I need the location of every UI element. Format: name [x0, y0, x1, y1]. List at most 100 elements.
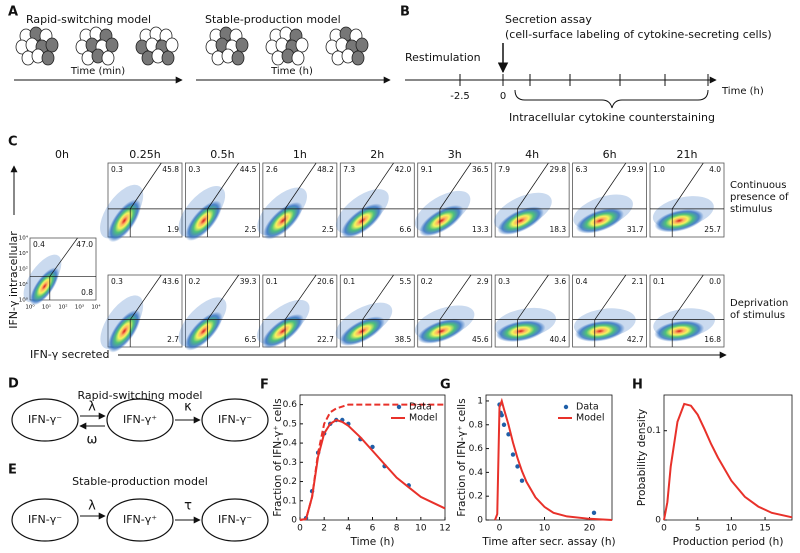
gate: [284, 274, 317, 320]
model-curve: [494, 397, 613, 521]
plot-frame: [663, 394, 793, 521]
panel-label: F: [260, 378, 269, 393]
y-tick-label: 0.5: [283, 419, 297, 429]
x-tick-label: 0: [297, 524, 303, 534]
legend-label: Data: [409, 402, 432, 413]
state-node: [106, 498, 174, 542]
quadrant-value: 48.2: [317, 165, 334, 174]
density-cloud: [654, 320, 705, 342]
rate-label: κ: [184, 400, 192, 415]
quadrant-value: 0.3: [111, 165, 123, 174]
cell: [295, 37, 309, 53]
gate: [207, 274, 239, 320]
density-cloud: [107, 199, 142, 243]
data-point: [591, 510, 597, 516]
quadrant-value: 45.6: [472, 335, 489, 344]
y-axis-label: Fraction of IFN-γ⁺ cells: [456, 398, 468, 516]
quadrant-value: 0.1: [266, 277, 278, 286]
panel-label: D: [8, 377, 19, 392]
quadrant-value: 42.0: [395, 165, 412, 174]
assay-title: Secretion assay: [505, 13, 592, 26]
quadrant-value: 7.9: [498, 165, 510, 174]
quadrant-value: 45.8: [162, 165, 179, 174]
cell: [45, 37, 59, 53]
model-title: Rapid-switching model: [77, 389, 202, 402]
axis-tick-label: 10¹: [42, 304, 51, 311]
legend-marker: [563, 404, 569, 410]
state-label: IFN-γ⁻: [218, 413, 252, 426]
rate-label: λ: [88, 499, 96, 514]
density-cloud: [261, 314, 304, 349]
quadrant-value: 0.2: [188, 277, 200, 286]
density-cloud: [339, 316, 385, 346]
y-tick-label: 0: [477, 516, 483, 526]
quadrant-value: 3.6: [554, 277, 566, 286]
x-axis-label: Time after secr. assay (h): [481, 536, 615, 548]
quadrant-value: 0.3: [111, 277, 123, 286]
assay-note: (cell-surface labeling of cytokine-secre…: [505, 28, 772, 41]
plot-frame: [485, 394, 613, 521]
rate-label: λ: [88, 400, 96, 415]
axis-label: Time (min): [70, 66, 125, 77]
quadrant-value: 0.4: [576, 277, 588, 286]
y-tick-label: 0.1: [283, 496, 297, 506]
state-label: IFN-γ⁻: [28, 413, 62, 426]
data-point: [519, 478, 525, 483]
panel-label: A: [8, 5, 18, 20]
time-tick-label: -2.5: [450, 91, 470, 102]
y-axis-label: Probability density: [636, 409, 648, 506]
x-axis-label: Time (h): [350, 536, 395, 548]
axis-tick-label: 10¹: [19, 281, 28, 288]
y-tick-label: 0: [655, 516, 661, 526]
x-axis-label: Production period (h): [673, 536, 784, 548]
flow-plot: [262, 274, 338, 348]
density-cloud: [495, 320, 546, 343]
density-cloud: [419, 205, 464, 237]
axis-tick-label: 10⁰: [25, 304, 35, 311]
x-tick-label: 12: [439, 524, 450, 534]
cell: [235, 37, 249, 53]
cell: [291, 50, 305, 66]
quadrant-value: 6.3: [576, 165, 588, 174]
cell: [101, 50, 115, 66]
y-tick-label: 0.4: [469, 468, 484, 478]
cell: [231, 50, 245, 66]
quadrant-value: 6.5: [244, 335, 256, 344]
axis-tick-label: 10²: [19, 266, 28, 273]
cell: [165, 37, 179, 53]
gate: [671, 274, 704, 320]
model-title: Rapid-switching model: [26, 13, 151, 26]
y-tick-label: 0.2: [283, 477, 297, 487]
quadrant-value: 39.3: [240, 277, 257, 286]
gate: [594, 162, 627, 210]
state-node: [201, 498, 269, 542]
bracket-label: Intracellular cytokine counterstaining: [509, 111, 715, 124]
bracket: [514, 89, 709, 109]
x-tick-label: 8: [394, 524, 400, 534]
quadrant-value: 5.5: [399, 277, 411, 286]
x-tick-label: 10: [415, 524, 427, 534]
y-tick-label: 0.8: [469, 420, 484, 430]
y-tick-label: 0.6: [283, 400, 298, 410]
quadrant-value: 2.6: [266, 165, 278, 174]
quadrant-value: 20.6: [317, 277, 334, 286]
data-point: [499, 413, 504, 418]
panel-label: E: [8, 463, 17, 478]
model-curve: [299, 403, 445, 521]
time-tick-label: 0: [500, 91, 506, 102]
quadrant-value: 31.7: [627, 225, 644, 234]
data-point: [510, 452, 516, 457]
y-tick-label: 0.4: [283, 439, 298, 449]
cell: [161, 50, 175, 66]
gate: [362, 162, 394, 210]
cell: [355, 37, 369, 53]
quadrant-value: 47.0: [76, 240, 93, 249]
rate-label: ω: [87, 433, 98, 448]
data-point: [515, 464, 520, 469]
x-tick-label: 4: [345, 524, 351, 534]
gate: [671, 162, 704, 210]
time-label: 21h: [677, 148, 698, 161]
x-tick-label: 20: [584, 524, 596, 534]
axis-label: Time (h): [721, 86, 764, 97]
